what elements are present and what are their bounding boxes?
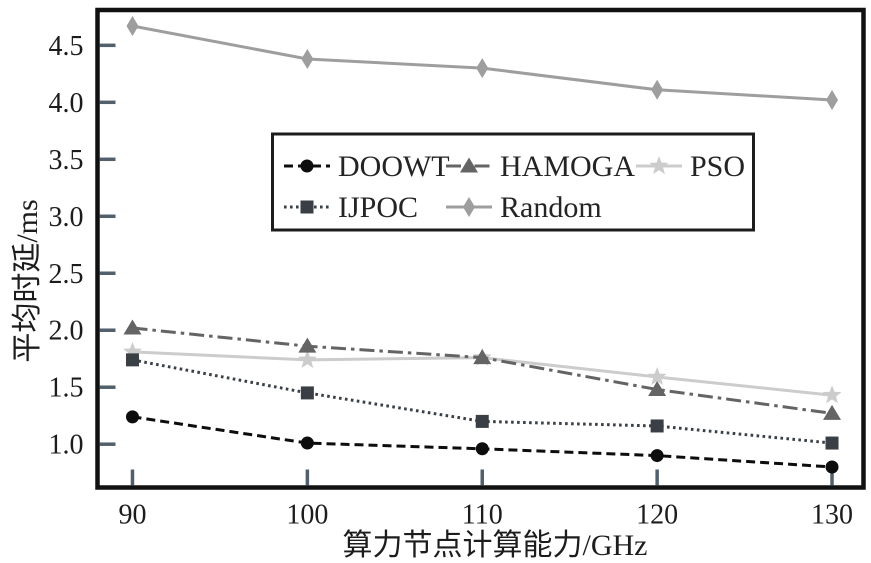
star-marker <box>123 341 142 360</box>
y-tick-label: 2.0 <box>49 316 84 347</box>
y-axis: 1.0 1.5 2.0 2.5 3.0 3.5 4.0 4.5 <box>49 31 116 461</box>
star-marker <box>297 349 317 368</box>
circle-marker <box>650 449 664 463</box>
x-tick-label: 130 <box>811 500 853 531</box>
y-tick-label: 1.0 <box>49 430 84 461</box>
y-tick-label: 3.5 <box>49 145 84 176</box>
x-axis-title: 算力节点计算能力/GHz <box>342 529 648 562</box>
x-tick-label: 120 <box>636 500 678 531</box>
x-axis: 90 100 110 120 130 <box>118 469 853 531</box>
series-Random <box>126 15 839 111</box>
square-marker <box>650 419 664 433</box>
y-tick-label: 4.5 <box>49 31 84 62</box>
legend-box <box>271 132 755 232</box>
star-marker <box>822 385 842 404</box>
diamond-marker <box>126 15 139 36</box>
x-tick-label: 100 <box>286 500 328 531</box>
legend: DOOWT HAMOGA PSO IJPOC Random <box>271 132 755 232</box>
series-IJPOC <box>125 353 839 450</box>
legend-entry-HAMOGA: HAMOGA <box>446 150 635 183</box>
square-marker <box>300 200 314 214</box>
square-marker <box>825 436 839 450</box>
legend-label: DOOWT <box>338 150 450 183</box>
legend-label: HAMOGA <box>500 150 635 183</box>
legend-entry-PSO: PSO <box>636 150 745 183</box>
diamond-marker <box>826 90 839 111</box>
diamond-marker <box>463 197 475 217</box>
y-axis-title: 平均时延/ms <box>11 199 44 363</box>
y-tick-label: 1.5 <box>49 373 84 404</box>
x-tick-label: 90 <box>118 500 146 531</box>
legend-label: PSO <box>690 150 745 183</box>
square-marker <box>300 386 314 400</box>
square-marker <box>125 353 139 367</box>
x-tick-label: 110 <box>462 500 503 531</box>
square-marker <box>475 414 489 428</box>
legend-entry-DOOWT: DOOWT <box>284 150 450 183</box>
legend-entry-IJPOC: IJPOC <box>284 191 418 224</box>
triangle-marker <box>123 319 142 335</box>
diamond-marker <box>301 49 314 70</box>
circle-marker <box>825 460 839 474</box>
star-marker <box>649 156 669 175</box>
triangle-marker <box>823 404 842 420</box>
circle-marker <box>300 159 314 173</box>
circle-marker <box>475 442 489 456</box>
triangle-marker <box>460 157 478 173</box>
y-tick-label: 4.0 <box>49 88 84 119</box>
legend-label: IJPOC <box>338 191 418 224</box>
legend-label: Random <box>500 191 602 224</box>
plot-border <box>95 7 866 490</box>
circle-marker <box>125 410 139 424</box>
series-DOOWT <box>125 410 839 474</box>
y-tick-label: 3.0 <box>49 202 84 233</box>
y-tick-label: 2.5 <box>49 259 84 290</box>
star-marker <box>647 367 667 385</box>
series-HAMOGA <box>123 319 842 420</box>
diamond-marker <box>476 58 489 79</box>
circle-marker <box>300 436 314 450</box>
diamond-marker <box>651 79 664 100</box>
triangle-marker <box>648 380 667 396</box>
legend-entry-Random: Random <box>446 191 602 224</box>
triangle-marker <box>473 349 492 365</box>
triangle-marker <box>298 337 317 353</box>
